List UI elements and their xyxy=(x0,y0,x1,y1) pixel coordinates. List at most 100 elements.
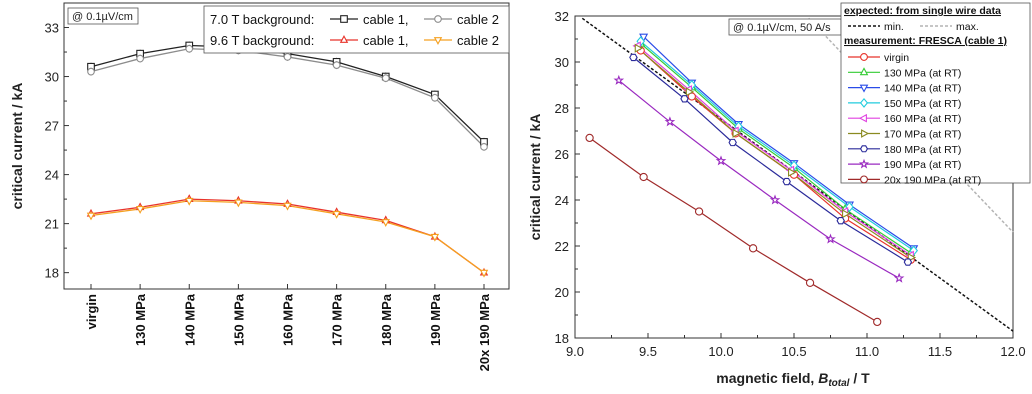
left-xtick-label: 150 MPa xyxy=(231,293,246,346)
right-ytick-label: 32 xyxy=(555,9,569,24)
left-point xyxy=(136,54,144,63)
left-xtick-label: 140 MPa xyxy=(182,293,197,346)
right-point xyxy=(680,95,689,103)
left-legend-marker xyxy=(433,37,443,45)
right-point xyxy=(585,133,594,143)
left-annotation: @ 0.1µV/cm xyxy=(72,11,133,23)
right-legend-marker xyxy=(860,53,868,61)
right-legend-label: 20x 190 MPa (at RT) xyxy=(884,174,981,186)
right-point xyxy=(639,172,648,182)
left-xtick-label: 20x 190 MPa xyxy=(477,293,492,371)
legend-group-7T: 7.0 T background: xyxy=(210,12,314,27)
right-legend-marker xyxy=(859,67,869,76)
left-series-line-3 xyxy=(90,200,485,274)
left-legend-label: cable 1, xyxy=(363,33,409,48)
right-ytick-label: 18 xyxy=(555,331,569,346)
right-xtick-label: 12.0 xyxy=(1000,344,1025,359)
right-point xyxy=(903,258,913,266)
left-xtick-label: 160 MPa xyxy=(281,293,296,346)
left-ylabel: critical current / kA xyxy=(9,83,25,210)
right-legend-marker xyxy=(858,158,870,169)
right-point xyxy=(769,194,781,205)
left-xtick-label: 170 MPa xyxy=(330,293,345,346)
right-legend: expected: from single wire data min. max… xyxy=(840,2,1031,186)
left-legend-box xyxy=(203,5,510,54)
left-axes: 18 21 24 27 30 33 virgin 130 MPa 140 MPa 150 MPa 1… xyxy=(45,21,492,372)
right-series-markers xyxy=(585,33,919,327)
right-point xyxy=(694,207,704,216)
right-series-line-1 xyxy=(640,43,912,254)
left-point xyxy=(431,93,439,102)
right-point xyxy=(685,87,695,97)
right-series-line-7 xyxy=(618,79,900,279)
right-point xyxy=(613,74,625,85)
right-point xyxy=(728,138,737,147)
right-legend-items: virgin 130 MPa (at RT) 140 MPa (at RT) 150 … xyxy=(848,52,981,186)
right-point xyxy=(805,278,815,287)
left-point xyxy=(332,210,341,219)
left-legend-marker xyxy=(340,15,348,23)
left-chart: 18 21 24 27 30 33 virgin 130 MPa 140 MPa 150 MPa 1… xyxy=(9,2,510,372)
left-xtick-label: 180 MPa xyxy=(379,293,394,346)
left-point xyxy=(430,233,440,242)
left-ytick-label: 27 xyxy=(45,119,59,134)
right-legend-label: 160 MPa (at RT) xyxy=(884,113,961,125)
right-legend-marker xyxy=(859,145,869,153)
right-series-line-4 xyxy=(637,45,912,256)
right-axes: 18 20 22 24 26 28 30 32 9.0 9.5 10.0 10.5 11.0 11.5 12… xyxy=(555,9,1026,359)
left-legend-marker xyxy=(339,35,349,43)
left-point xyxy=(381,219,390,227)
right-xlabel: magnetic field, Btotal / T xyxy=(716,370,870,389)
right-legend-label: 180 MPa (at RT) xyxy=(884,144,961,156)
right-legend-box xyxy=(840,2,1031,184)
left-point xyxy=(283,53,292,61)
right-legend-label: 170 MPa (at RT) xyxy=(884,129,961,141)
left-point xyxy=(283,202,292,211)
right-legend-marker xyxy=(859,97,869,108)
xlabel-unit: / T xyxy=(849,370,870,386)
xlabel-part-1: magnetic field, xyxy=(716,370,818,386)
right-chart: 18 20 22 24 26 28 30 32 9.0 9.5 10.0 10.5 11.0 11.5 12… xyxy=(527,2,1031,389)
right-point xyxy=(782,177,791,186)
left-point xyxy=(87,67,95,76)
left-legend-marker xyxy=(434,15,442,23)
right-ytick-label: 28 xyxy=(555,101,569,116)
right-ytick-label: 30 xyxy=(555,55,569,70)
left-legend-items: cable 1, cable 2 cable 1, cable 2 xyxy=(330,12,499,48)
left-legend-label: cable 1, xyxy=(363,12,409,27)
right-legend-label: 140 MPa (at RT) xyxy=(884,83,961,95)
right-point xyxy=(715,155,727,166)
right-legend-marker xyxy=(861,129,870,138)
legend-group-96T: 9.6 T background: xyxy=(210,33,314,48)
left-xtick-label: 130 MPa xyxy=(133,293,148,346)
left-series-markers xyxy=(86,41,489,278)
right-legend-marker xyxy=(858,113,867,123)
right-series-line-8 xyxy=(589,137,878,323)
legend-measured-title: measurement: FRESCA (cable 1) xyxy=(844,35,1007,47)
left-annotation-box xyxy=(67,7,139,25)
left-ytick-label: 33 xyxy=(45,21,59,36)
left-point xyxy=(381,74,390,83)
left-ytick-label: 30 xyxy=(45,70,59,85)
right-xtick-label: 11.5 xyxy=(928,344,952,359)
left-ytick-label: 24 xyxy=(45,168,59,183)
left-plot-frame xyxy=(63,2,510,290)
right-xtick-label: 11.0 xyxy=(855,344,879,359)
left-ytick-label: 21 xyxy=(45,217,59,232)
right-legend-marker xyxy=(859,84,869,93)
left-series-line-1 xyxy=(90,48,485,148)
right-legend-label: 130 MPa (at RT) xyxy=(884,67,961,79)
left-legend-label: cable 2 xyxy=(457,33,499,48)
legend-min-label: min. xyxy=(884,21,904,33)
right-point xyxy=(893,272,905,283)
right-xtick-label: 9.5 xyxy=(639,344,657,359)
right-point xyxy=(836,217,845,225)
right-point xyxy=(842,209,851,219)
right-point xyxy=(873,317,882,327)
left-xtick-label: virgin xyxy=(84,294,99,329)
left-point xyxy=(332,61,341,69)
left-point xyxy=(135,206,145,214)
left-point xyxy=(185,44,194,53)
right-xtick-label: 10.5 xyxy=(781,344,806,359)
